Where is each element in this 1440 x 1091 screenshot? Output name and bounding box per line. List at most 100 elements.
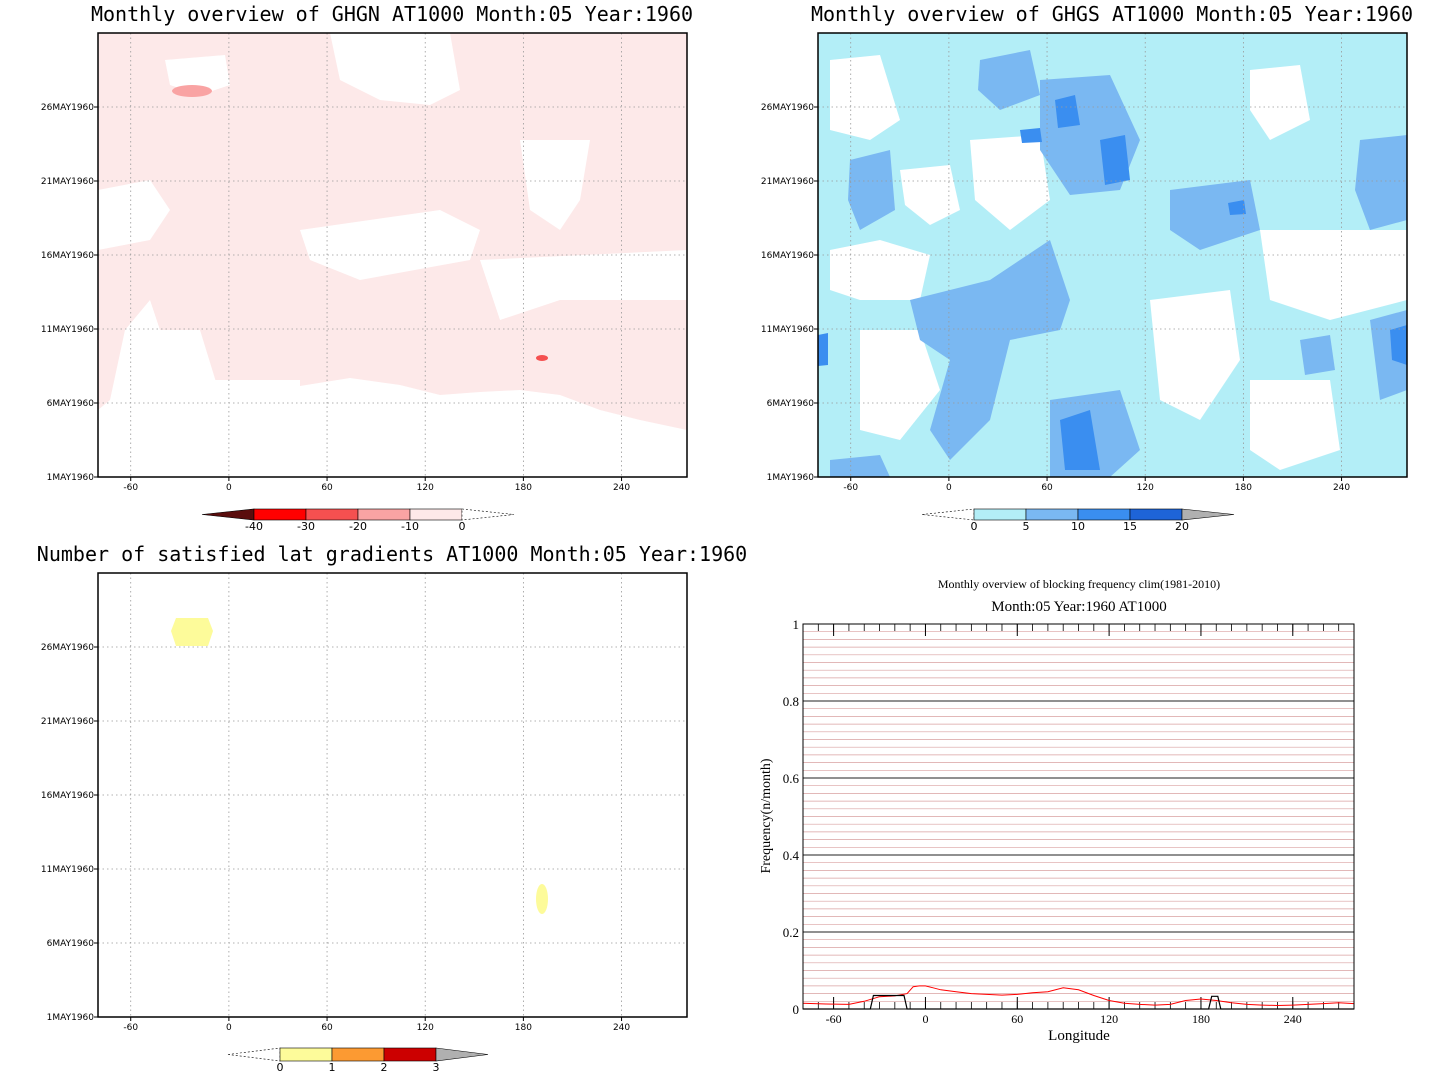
colorbar: -40 -30 -20 -10 0 — [201, 508, 515, 533]
chart-title: Monthly overview of GHGS AT1000 Month:05… — [811, 2, 1413, 26]
x-tick-label: 120 — [417, 1023, 434, 1033]
x-axis-label: Longitude — [1048, 1028, 1110, 1044]
x-tick-label: -60 — [123, 483, 138, 493]
y-tick-label: 0 — [793, 1002, 800, 1017]
colorbar-extend-high — [461, 508, 515, 521]
y-tick-label: 1MAY1960 — [767, 473, 815, 483]
y-tick-label: 16MAY1960 — [41, 791, 94, 801]
ghgs-patch — [848, 150, 895, 230]
ghgn-gap — [520, 140, 590, 230]
y-tick-label: 16MAY1960 — [41, 251, 94, 261]
ghgn-gap — [330, 33, 460, 105]
x-tick-label: -60 — [123, 1023, 138, 1033]
ghgs-gap — [1250, 380, 1340, 470]
colorbar-box — [1025, 508, 1079, 521]
y-axis-label: Frequency(n/month) — [759, 758, 774, 873]
plot-frame — [97, 572, 688, 1018]
x-tick-label: 180 — [515, 1023, 532, 1033]
y-tick-label: 0.6 — [783, 771, 800, 786]
ghgn-gap — [210, 380, 300, 470]
ghgn-panel: Monthly overview of GHGN AT1000 Month:05… — [41, 2, 693, 533]
plot-frame — [802, 623, 1355, 1010]
ghgs-gap — [1150, 290, 1240, 420]
chart-subtitle: Month:05 Year:1960 AT1000 — [991, 599, 1166, 615]
y-tick-label: 0.4 — [783, 848, 800, 863]
ghgs-patch — [1100, 135, 1130, 185]
x-tick-label: 120 — [1100, 1012, 1118, 1026]
ghgn-field — [98, 33, 687, 477]
ghgs-patch — [1355, 135, 1407, 230]
plot-frame — [817, 32, 1408, 478]
colorbar-label: 20 — [1175, 520, 1189, 533]
colorbar-box — [383, 1047, 437, 1062]
y-tick-label: 21MAY1960 — [41, 717, 94, 727]
colorbar-box — [973, 508, 1027, 521]
x-tick-label: 0 — [922, 1012, 928, 1026]
ghgn-patch — [536, 355, 548, 361]
colorbar-box — [331, 1047, 385, 1062]
colorbar-label: 0 — [459, 520, 466, 533]
colorbar-label: 3 — [433, 1061, 440, 1074]
ghgn-gap — [480, 250, 687, 320]
colorbar-label: 0 — [277, 1061, 284, 1074]
x-tick-label: -60 — [826, 1012, 842, 1026]
y-tick-label: 26MAY1960 — [41, 103, 94, 113]
x-tick-label: 240 — [613, 483, 630, 493]
y-tick-label: 0.2 — [783, 925, 799, 940]
x-tick-label: 180 — [1235, 483, 1252, 493]
colorbar-label: -20 — [349, 520, 367, 533]
ghgn-gap — [420, 440, 687, 477]
y-tick-label: 16MAY1960 — [761, 251, 814, 261]
x-tick-label: 60 — [321, 483, 333, 493]
ghgn-gap — [98, 440, 200, 477]
y-tick-label: 1MAY1960 — [47, 1013, 95, 1023]
y-tick-label: 6MAY1960 — [47, 939, 95, 949]
ghgs-patch — [1228, 200, 1246, 215]
y-tick-label: 26MAY1960 — [761, 103, 814, 113]
ghgn-gap — [98, 180, 170, 250]
x-tick-label: 0 — [226, 483, 232, 493]
y-tick-label: 11MAY1960 — [41, 325, 94, 335]
ghgs-gap — [830, 55, 900, 140]
chart-title: Number of satisfied lat gradients AT1000… — [37, 542, 747, 566]
colorbar-label: 0 — [971, 520, 978, 533]
colorbar-box — [357, 508, 411, 521]
chart-title: Monthly overview of GHGN AT1000 Month:05… — [91, 2, 693, 26]
y-tick-label: 6MAY1960 — [47, 399, 95, 409]
colorbar: 0 5 10 15 20 — [921, 508, 1235, 533]
y-tick-label: 6MAY1960 — [767, 399, 815, 409]
ghgs-gap — [1250, 65, 1310, 140]
x-tick-label: 180 — [1192, 1012, 1210, 1026]
colorbar-label: -10 — [401, 520, 419, 533]
colorbar-box — [253, 508, 307, 521]
y-tick-label: 21MAY1960 — [761, 177, 814, 187]
y-tick-label: 1MAY1960 — [47, 473, 95, 483]
y-tick-label: 11MAY1960 — [41, 865, 94, 875]
x-tick-label: 0 — [946, 483, 952, 493]
ghgs-patch — [1060, 410, 1100, 470]
ghgs-gap — [970, 135, 1050, 230]
lat-gradient-patch — [536, 884, 548, 914]
x-tick-label: 180 — [515, 483, 532, 493]
x-tick-label: 60 — [1011, 1012, 1023, 1026]
lat-gradient-patch — [171, 618, 213, 646]
ghgs-patch — [1055, 95, 1080, 128]
colorbar: 0 1 2 3 — [227, 1047, 489, 1074]
y-tick-label: 26MAY1960 — [41, 643, 94, 653]
colorbar-extend-low — [227, 1047, 281, 1062]
ghgs-panel: Monthly overview of GHGS AT1000 Month:05… — [761, 2, 1413, 533]
ghgs-patch — [1170, 180, 1260, 250]
colorbar-label: 10 — [1071, 520, 1085, 533]
y-tick-label: 1 — [793, 617, 800, 632]
colorbar-label: -40 — [245, 520, 263, 533]
chart-title: Monthly overview of blocking frequency c… — [938, 577, 1220, 591]
lat-gradient-panel: Number of satisfied lat gradients AT1000… — [37, 542, 747, 1074]
colorbar-box — [409, 508, 463, 521]
colorbar-box — [1077, 508, 1131, 521]
ghgs-patch — [1020, 128, 1042, 143]
x-tick-label: 60 — [1041, 483, 1053, 493]
blocking-frequency-panel: Monthly overview of blocking frequency c… — [759, 577, 1355, 1044]
ghgs-patch — [978, 50, 1040, 110]
colorbar-extend-low — [921, 508, 975, 521]
